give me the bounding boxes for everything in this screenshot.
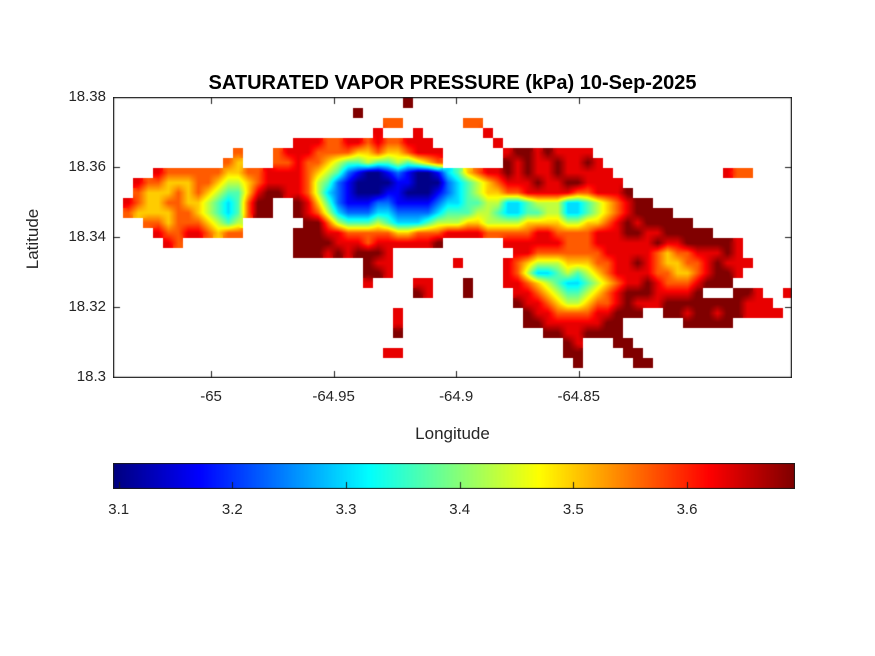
x-axis-label: Longitude [415, 424, 490, 443]
y-tick-label: 18.36 [68, 157, 106, 175]
island-heatmap-canvas [113, 97, 792, 378]
y-tick-label: 18.38 [68, 88, 106, 105]
colorbar-tick-label: 3.4 [449, 501, 471, 518]
y-tick-label: 18.3 [76, 367, 106, 385]
plot-title: SATURATED VAPOR PRESSURE (kPa) 10-Sep-20… [208, 72, 697, 94]
x-tick-label: -64.95 [312, 388, 355, 405]
y-tick-label: 18.32 [68, 297, 106, 315]
colorbar-tick-label: 3.3 [335, 501, 357, 518]
y-tick-label: 18.34 [68, 227, 106, 245]
x-tick-label: -64.9 [439, 388, 474, 405]
colorbar-gradient [113, 463, 795, 489]
x-tick-label: -65 [200, 388, 222, 405]
colorbar-tick-label: 3.1 [108, 501, 130, 518]
colorbar-tick-label: 3.5 [562, 501, 584, 518]
colorbar-tick-label: 3.2 [221, 501, 243, 518]
x-tick-label: -64.85 [557, 388, 600, 405]
colorbar-tick-label: 3.6 [676, 501, 698, 518]
